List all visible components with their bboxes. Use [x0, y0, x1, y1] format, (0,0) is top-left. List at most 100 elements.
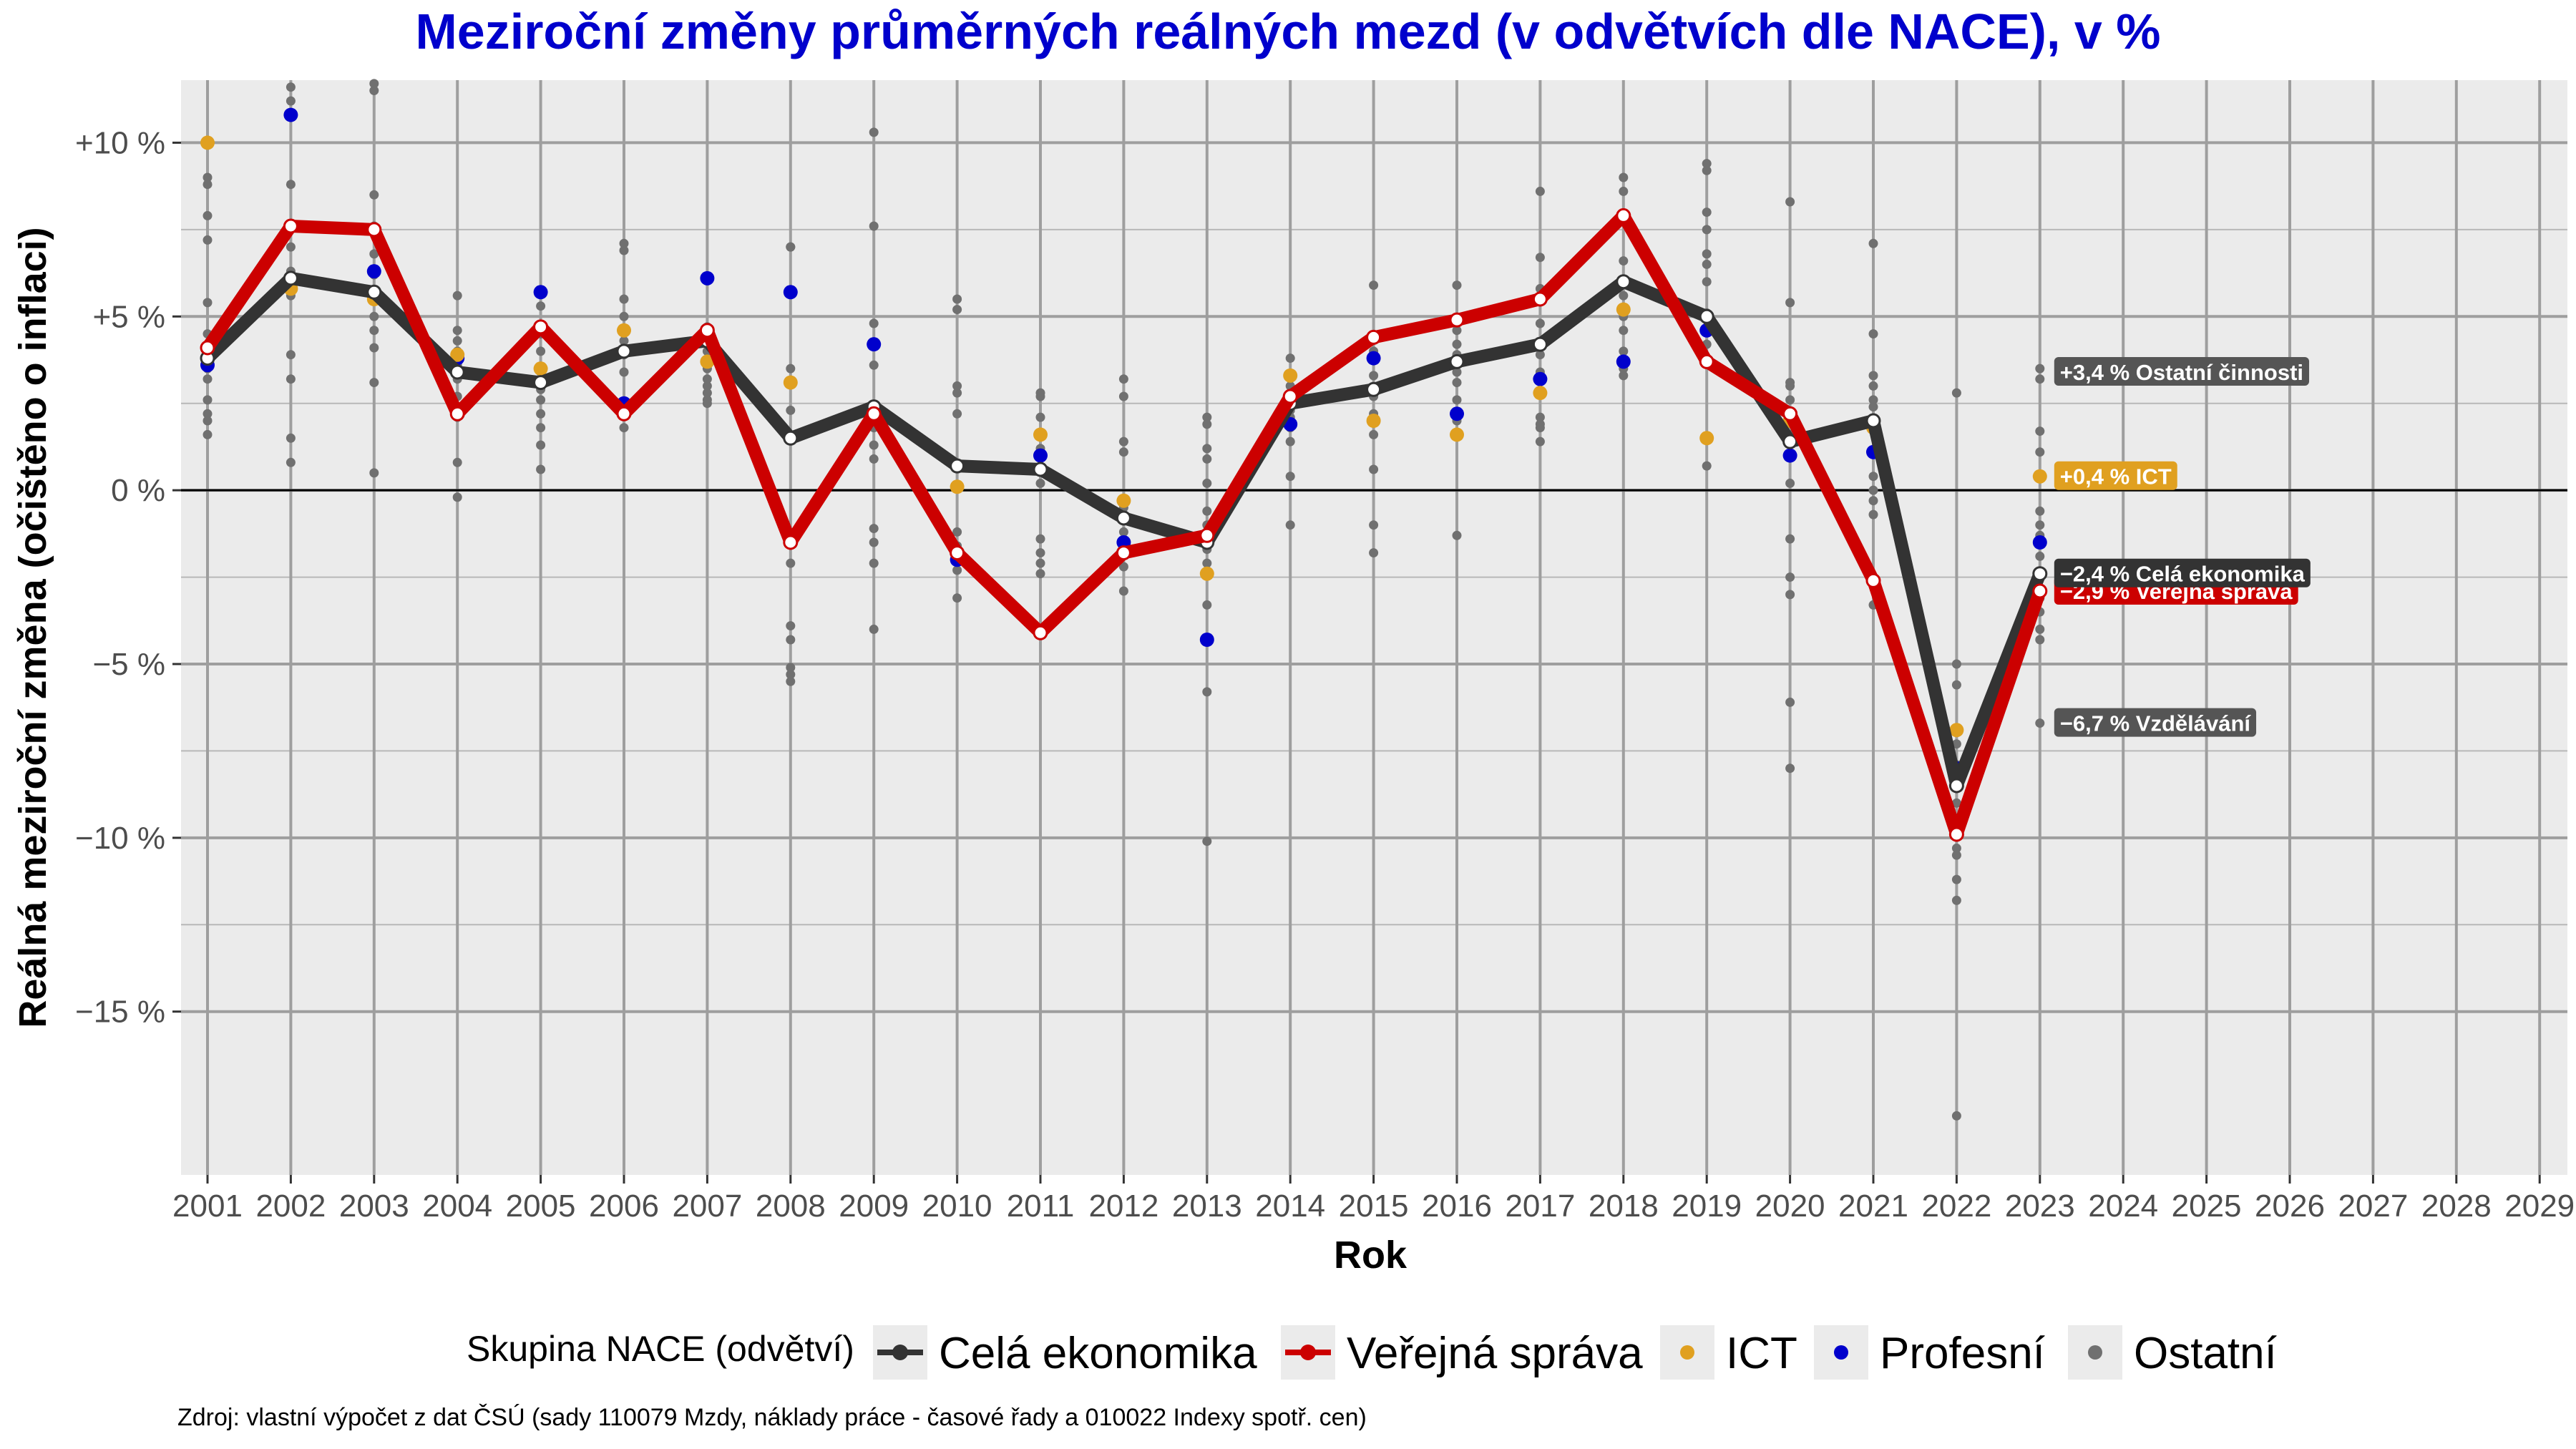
annotation-text: −2,4 % Celá ekonomika [2060, 562, 2306, 587]
ict-point [1533, 386, 1548, 401]
annotation-box [2054, 708, 2257, 737]
legend-label: Profesní [1880, 1329, 2045, 1378]
ostatni-point [1535, 350, 1545, 360]
verejna-sprava-point [1116, 545, 1131, 561]
ostatni-point [1452, 326, 1462, 336]
ostatni-point [1951, 874, 1961, 884]
ostatni-point [1868, 329, 1878, 339]
legend-label: Celá ekonomika [939, 1329, 1257, 1378]
ostatni-point [1369, 464, 1379, 474]
ostatni-point [1868, 371, 1878, 381]
ostatni-point [1369, 371, 1379, 381]
profesni-point [533, 285, 548, 300]
ostatni-point [952, 381, 962, 391]
verejna-sprava-point [699, 323, 715, 338]
y-tick-label: −15 % [75, 995, 165, 1030]
cela-ekonomika-point [1366, 381, 1382, 397]
ict-point [1199, 566, 1214, 581]
ostatni-point [1535, 436, 1545, 447]
ostatni-point [1202, 454, 1212, 464]
cela-ekonomika-point [783, 430, 799, 446]
ostatni-point [536, 440, 546, 450]
ostatni-point [1369, 548, 1379, 558]
cela-ekonomika-point [1116, 510, 1131, 526]
verejna-sprava-point [1449, 312, 1465, 328]
ostatni-point [1702, 259, 1712, 269]
ostatni-point [369, 190, 379, 200]
ostatni-point [1202, 558, 1212, 568]
ostatni-point [536, 409, 546, 419]
legend-key-point [892, 1345, 908, 1360]
cela-ekonomika-point [1948, 778, 1964, 794]
x-tick-label: 2002 [255, 1189, 326, 1224]
profesni-point [1450, 406, 1464, 421]
ostatni-point [702, 381, 712, 391]
x-tick-label: 2023 [2005, 1189, 2075, 1224]
ostatni-point [786, 676, 796, 686]
ostatni-point [1202, 687, 1212, 697]
ostatni-point [203, 180, 213, 190]
verejna-sprava-point [866, 406, 882, 421]
ostatni-point [1785, 572, 1795, 582]
ostatni-point [1785, 197, 1795, 207]
x-tick-label: 2018 [1589, 1189, 1659, 1224]
x-tick-label: 2028 [2421, 1189, 2492, 1224]
profesni-point [1616, 354, 1631, 369]
ostatni-point [2035, 364, 2045, 374]
ostatni-point [536, 464, 546, 474]
ostatni-point [203, 429, 213, 439]
ostatni-point [786, 663, 796, 673]
ict-point [533, 361, 548, 376]
ostatni-point [369, 378, 379, 388]
verejna-sprava-point [1199, 527, 1215, 543]
verejna-sprava-point [1366, 329, 1382, 345]
annotation-box [2054, 357, 2310, 386]
legend-key-point [1834, 1345, 1848, 1360]
ostatni-point [786, 558, 796, 568]
ostatni-point [1702, 208, 1712, 218]
ostatni-point [619, 238, 629, 248]
cela-ekonomika-point [366, 284, 382, 300]
ostatni-point [1285, 520, 1295, 530]
ostatni-point [203, 172, 213, 182]
ostatni-point [452, 326, 462, 336]
ostatni-point [869, 440, 879, 450]
ostatni-point [286, 180, 296, 190]
profesni-point [1533, 371, 1548, 386]
x-tick-label: 2009 [839, 1189, 909, 1224]
ict-point [617, 323, 631, 338]
x-tick-label: 2016 [1422, 1189, 1492, 1224]
ostatni-point [203, 395, 213, 405]
x-tick-label: 2026 [2255, 1189, 2325, 1224]
annotation-label: +3,4 % Ostatní činnosti [2054, 357, 2310, 386]
ostatni-point [452, 457, 462, 467]
ict-point [1116, 493, 1131, 508]
x-axis-title: Rok [1334, 1234, 1407, 1277]
ostatni-point [869, 127, 879, 137]
ict-point [2032, 469, 2047, 484]
ostatni-point [1868, 485, 1878, 495]
ostatni-point [1868, 238, 1878, 248]
profesni-point [283, 107, 298, 122]
ostatni-point [1118, 374, 1128, 384]
x-tick-label: 2008 [756, 1189, 826, 1224]
ostatni-point [1702, 225, 1712, 235]
x-tick-label: 2004 [422, 1189, 492, 1224]
verejna-sprava-point [533, 319, 549, 335]
legend-key-point [2088, 1345, 2102, 1360]
ostatni-point [1951, 850, 1961, 860]
ostatni-point [1452, 367, 1462, 377]
ostatni-point [2035, 635, 2045, 645]
ostatni-point [1369, 429, 1379, 439]
verejna-sprava-point [200, 340, 215, 356]
cela-ekonomika-point [283, 270, 298, 286]
ostatni-point [1035, 534, 1045, 544]
ostatni-point [1285, 353, 1295, 364]
ostatni-point [452, 336, 462, 346]
ict-point [1699, 431, 1714, 446]
x-tick-label: 2010 [922, 1189, 992, 1224]
ostatni-point [1785, 763, 1795, 774]
ostatni-point [1619, 172, 1629, 182]
ostatni-point [702, 399, 712, 409]
ostatni-point [369, 311, 379, 321]
